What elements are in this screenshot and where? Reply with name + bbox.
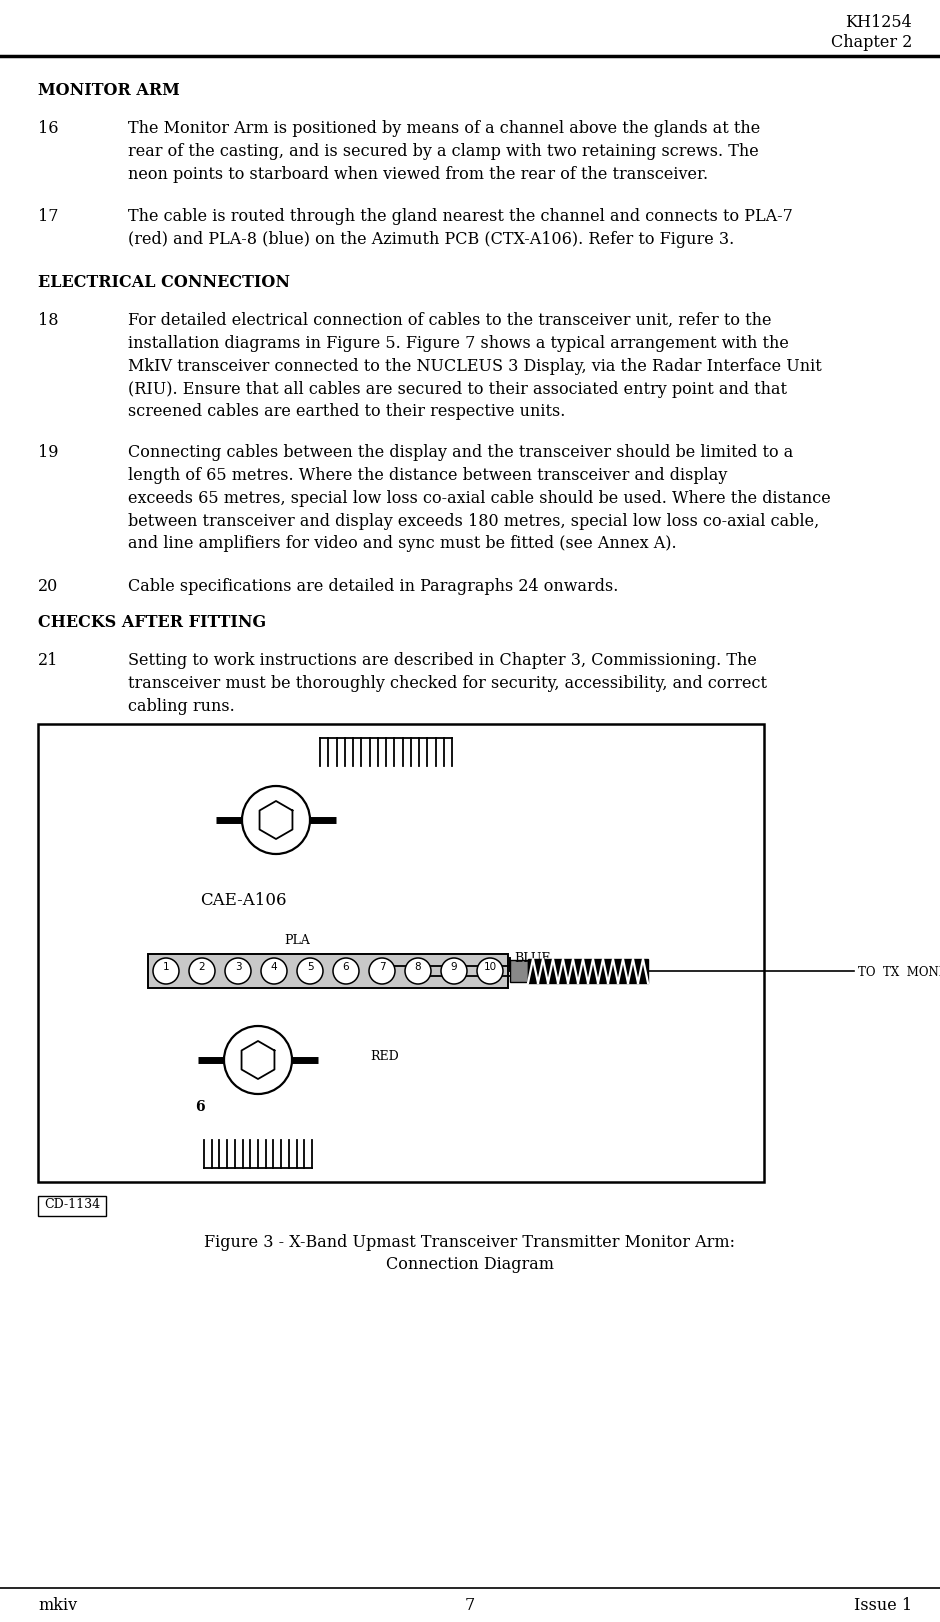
Bar [148,954,508,988]
Circle shape [261,959,287,985]
Text: 8: 8 [415,962,421,972]
Text: 10: 10 [483,962,496,972]
Text: TO  TX  MONITOR  ARM: TO TX MONITOR ARM [858,967,940,980]
Text: 6: 6 [343,962,350,972]
Circle shape [477,959,503,985]
Text: CAE-A106: CAE-A106 [200,892,287,908]
Text: 19: 19 [38,444,58,461]
Circle shape [153,959,179,985]
Text: 9: 9 [450,962,458,972]
Text: Cable specifications are detailed in Paragraphs 24 onwards.: Cable specifications are detailed in Par… [128,577,619,595]
Circle shape [189,959,215,985]
Text: Setting to work instructions are described in Chapter 3, Commissioning. The
tran: Setting to work instructions are describ… [128,652,767,715]
Circle shape [369,959,395,985]
Circle shape [225,959,251,985]
Text: 18: 18 [38,311,58,329]
Text: 2: 2 [198,962,205,972]
Text: 16: 16 [38,120,58,136]
Text: BLUE: BLUE [514,952,551,965]
Text: 3: 3 [235,962,242,972]
Text: Chapter 2: Chapter 2 [831,34,912,50]
Circle shape [441,959,467,985]
Text: Connection Diagram: Connection Diagram [386,1255,554,1273]
Text: mkiv: mkiv [38,1598,77,1614]
Bar [38,723,764,1182]
Text: KH1254: KH1254 [845,15,912,31]
Bar [38,1195,106,1216]
Text: CD-1134: CD-1134 [44,1199,100,1212]
Text: CHECKS AFTER FITTING: CHECKS AFTER FITTING [38,615,266,631]
Text: MONITOR ARM: MONITOR ARM [38,83,180,99]
Text: The cable is routed through the gland nearest the channel and connects to PLA-7
: The cable is routed through the gland ne… [128,208,792,248]
Text: 21: 21 [38,652,58,668]
Bar [528,959,648,983]
Text: ELECTRICAL CONNECTION: ELECTRICAL CONNECTION [38,274,290,290]
Text: 1: 1 [163,962,169,972]
Text: 17: 17 [38,208,58,225]
Circle shape [297,959,323,985]
Text: RED: RED [370,1049,399,1062]
Text: Figure 3 - X-Band Upmast Transceiver Transmitter Monitor Arm:: Figure 3 - X-Band Upmast Transceiver Tra… [205,1234,735,1251]
Text: The Monitor Arm is positioned by means of a channel above the glands at the
rear: The Monitor Arm is positioned by means o… [128,120,760,183]
Text: For detailed electrical connection of cables to the transceiver unit, refer to t: For detailed electrical connection of ca… [128,311,822,420]
Circle shape [405,959,431,985]
Text: 7: 7 [465,1598,475,1614]
Text: Issue 1: Issue 1 [854,1598,912,1614]
Text: PLA: PLA [284,934,310,947]
Text: 6: 6 [195,1100,205,1114]
Text: 7: 7 [379,962,385,972]
Text: 4: 4 [271,962,277,972]
Text: 5: 5 [306,962,313,972]
Text: 20: 20 [38,577,58,595]
Text: Connecting cables between the display and the transceiver should be limited to a: Connecting cables between the display an… [128,444,831,553]
Circle shape [333,959,359,985]
Bar [510,960,528,981]
